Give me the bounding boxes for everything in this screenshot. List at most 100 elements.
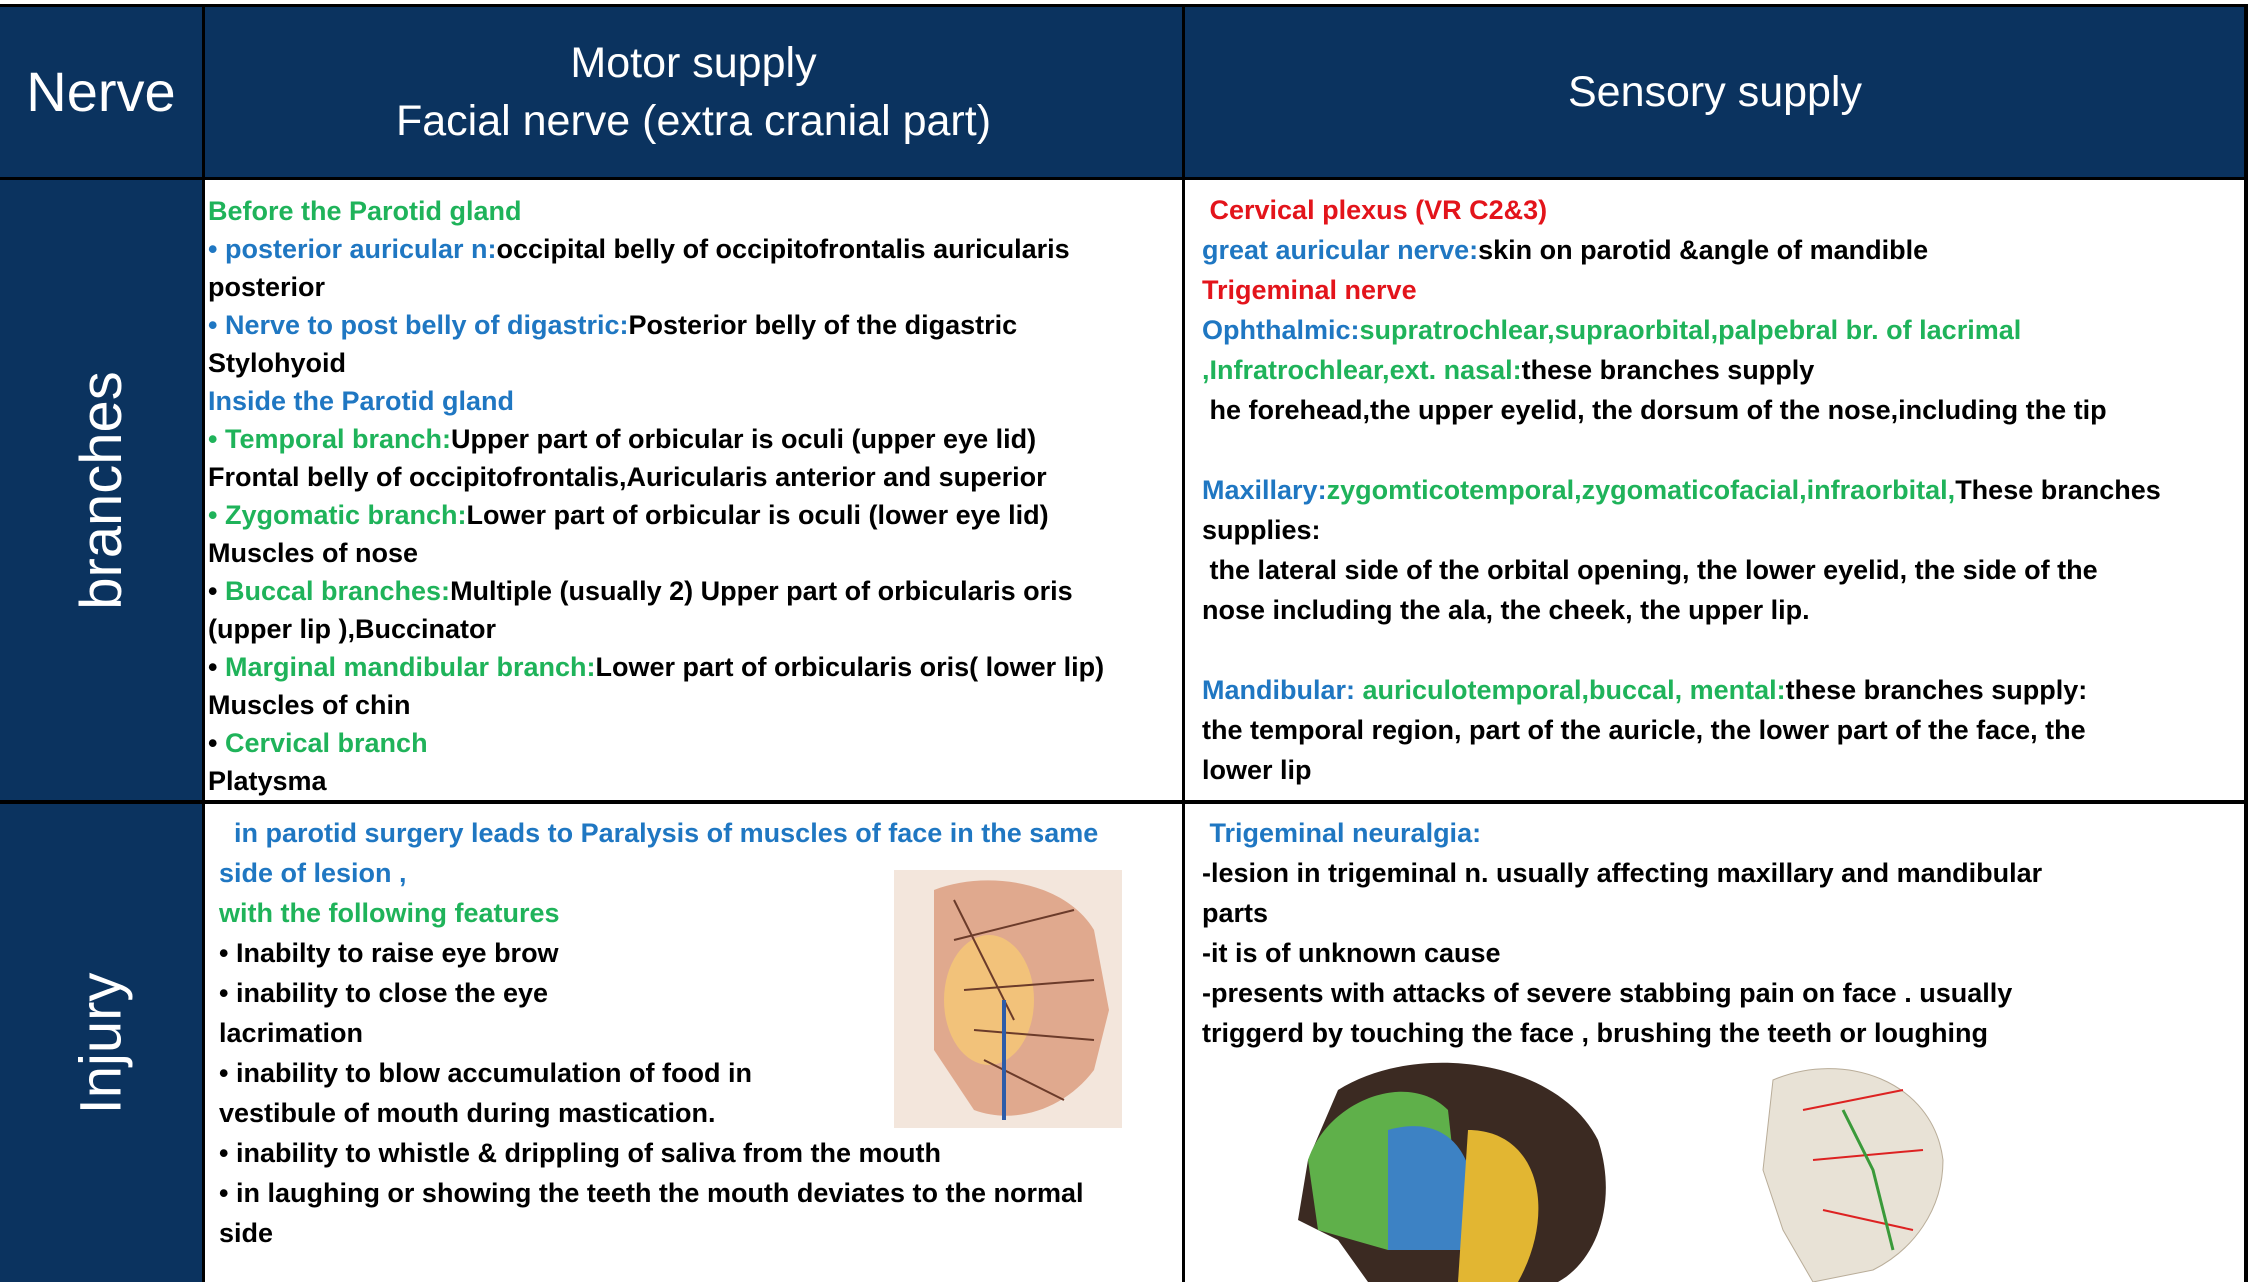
text-line: posterior xyxy=(208,268,1182,306)
text-run: Posterior belly of the digastric xyxy=(628,310,1018,340)
text-line: he forehead,the upper eyelid, the dorsum… xyxy=(1202,390,2245,430)
text-line: Mandibular: auriculotemporal,buccal, men… xyxy=(1202,670,2245,710)
header-nerve: Nerve xyxy=(0,7,202,177)
text-line: • Buccal branches:Multiple (usually 2) U… xyxy=(208,572,1182,610)
text-run: Buccal branches: xyxy=(224,576,451,606)
text-run: • xyxy=(208,652,225,682)
text-run: ,Infratrochlear,ext. nasal: xyxy=(1202,355,1522,385)
text-line: Maxillary:zygomticotemporal,zygomaticofa… xyxy=(1202,470,2245,510)
text-run: Marginal mandibular branch: xyxy=(224,652,596,682)
row-label: Injury xyxy=(68,972,134,1114)
head-illustration xyxy=(1218,1050,1658,1282)
sensory-branches-cell: Cervical plexus (VR C2&3) great auricular… xyxy=(1185,180,2245,800)
text-run: nose including the ala, the cheek, the u… xyxy=(1202,595,1810,625)
text-run: lacrimation xyxy=(219,1018,364,1048)
text-line: supplies: xyxy=(1202,510,2245,550)
text-run: Cervical plexus (VR C2&3) xyxy=(1202,195,1548,225)
maxillary-zone xyxy=(1388,1126,1475,1250)
text-run: • posterior auricular n: xyxy=(208,234,497,264)
text-line: • Temporal branch:Upper part of orbicula… xyxy=(208,420,1182,458)
paragraph: in parotid surgery leads to Paralysis of… xyxy=(219,813,1182,1253)
text-run: zygomticotemporal,zygomaticofacial,infra… xyxy=(1326,475,1956,505)
text-run: skin on parotid &angle of mandible xyxy=(1478,235,1929,265)
paragraph: Before the Parotid gland • posterior auri… xyxy=(208,192,1182,800)
text-line: triggerd by touching the face , brushing… xyxy=(1202,1013,2245,1053)
text-run: Trigeminal nerve xyxy=(1202,275,1417,305)
text-run: Lower part of orbicular is oculi (lower … xyxy=(466,500,1049,530)
text-run: great auricular nerve: xyxy=(1202,235,1479,265)
text-run: • in laughing or showing the teeth the m… xyxy=(219,1178,1084,1208)
text-run: • Inabilty to raise eye brow xyxy=(219,938,559,968)
row-label: branches xyxy=(68,370,134,610)
text-run: auriculotemporal,buccal, mental: xyxy=(1362,675,1786,705)
text-line: • inability to whistle & drippling of sa… xyxy=(219,1133,1182,1173)
text-line: Muscles of nose xyxy=(208,534,1182,572)
text-line: nose including the ala, the cheek, the u… xyxy=(1202,590,2245,630)
text-run: posterior xyxy=(208,272,326,302)
motor-branches-cell: Before the Parotid gland • posterior auri… xyxy=(205,180,1182,800)
border xyxy=(2244,4,2248,1282)
text-line: Ophthalmic:supratrochlear,supraorbital,p… xyxy=(1202,310,2245,350)
text-line: lower lip xyxy=(1202,750,2245,790)
paragraph: Trigeminal neuralgia: -lesion in trigemin… xyxy=(1202,813,2245,1053)
text-run: lower lip xyxy=(1202,755,1312,785)
border xyxy=(0,177,2248,180)
text-run: Multiple (usually 2) Upper part of orbic… xyxy=(450,576,1073,606)
text-line: • Zygomatic branch:Lower part of orbicul… xyxy=(208,496,1182,534)
text-run: • inability to close the eye xyxy=(219,978,549,1008)
text-line: great auricular nerve:skin on parotid &a… xyxy=(1202,230,2245,270)
text-run: supplies: xyxy=(1202,515,1321,545)
text-run: Trigeminal neuralgia: xyxy=(1202,818,1482,848)
text-run: supratrochlear,supraorbital,palpebral br… xyxy=(1359,315,2022,345)
text-line: Muscles of chin xyxy=(208,686,1182,724)
text-run: (upper lip ),Buccinator xyxy=(208,614,497,644)
text-run: Muscles of nose xyxy=(208,538,419,568)
text-line: side xyxy=(219,1213,1182,1253)
text-run: -lesion in trigeminal n. usually affecti… xyxy=(1202,858,2043,888)
text-run: • Temporal branch: xyxy=(208,424,451,454)
paragraph: Maxillary:zygomticotemporal,zygomaticofa… xyxy=(1202,470,2245,630)
text-line: Trigeminal neuralgia: xyxy=(1202,813,2245,853)
text-run: these branches supply xyxy=(1521,355,1815,385)
text-line: side of lesion , xyxy=(219,853,1182,893)
mandibular-zone xyxy=(1458,1130,1539,1282)
text-run: Platysma xyxy=(208,766,327,796)
skull-shape xyxy=(1762,1068,1944,1282)
text-run: the temporal region, part of the auricle… xyxy=(1202,715,2086,745)
text-run: • Nerve to post belly of digastric: xyxy=(208,310,629,340)
text-run: • Zygomatic branch: xyxy=(208,500,467,530)
text-run: Cervical branch xyxy=(224,728,428,758)
paragraph: Cervical plexus (VR C2&3) great auricular… xyxy=(1202,190,2245,430)
text-line: Frontal belly of occipitofrontalis,Auric… xyxy=(208,458,1182,496)
text-line: -it is of unknown cause xyxy=(1202,933,2245,973)
text-line: parts xyxy=(1202,893,2245,933)
text-run: • xyxy=(208,728,225,758)
text-line: • Marginal mandibular branch:Lower part … xyxy=(208,648,1182,686)
text-line: with the following features xyxy=(219,893,1182,933)
text-run: Upper part of orbicular is oculi (upper … xyxy=(451,424,1037,454)
text-line: ,Infratrochlear,ext. nasal:these branche… xyxy=(1202,350,2245,390)
text-run: -it is of unknown cause xyxy=(1202,938,1501,968)
text-line: the temporal region, part of the auricle… xyxy=(1202,710,2245,750)
text-run: occipital belly of occipitofrontalis aur… xyxy=(496,234,1070,264)
text-line: in parotid surgery leads to Paralysis of… xyxy=(219,813,1182,853)
text-run: triggerd by touching the face , brushing… xyxy=(1202,1018,1988,1048)
text-run: parts xyxy=(1202,898,1269,928)
text-line: • Cervical branch xyxy=(208,724,1182,762)
parotid-illustration xyxy=(894,870,1122,1128)
text-run: he forehead,the upper eyelid, the dorsum… xyxy=(1202,395,2107,425)
text-line: Platysma xyxy=(208,762,1182,800)
paragraph: Mandibular: auriculotemporal,buccal, men… xyxy=(1202,670,2245,790)
text-run: Stylohyoid xyxy=(208,348,347,378)
text-line: Inside the Parotid gland xyxy=(208,382,1182,420)
text-run: Ophthalmic: xyxy=(1202,315,1360,345)
text-line: Cervical plexus (VR C2&3) xyxy=(1202,190,2245,230)
text-run: Lower part of orbicularis oris( lower li… xyxy=(595,652,1105,682)
header-text: Facial nerve (extra cranial part) xyxy=(395,97,992,145)
row-label-cell: Injury xyxy=(0,804,202,1282)
text-run: Before the Parotid gland xyxy=(208,196,522,226)
header-text: Motor supply xyxy=(570,39,817,87)
text-run: side xyxy=(219,1218,274,1248)
text-line: Stylohyoid xyxy=(208,344,1182,382)
